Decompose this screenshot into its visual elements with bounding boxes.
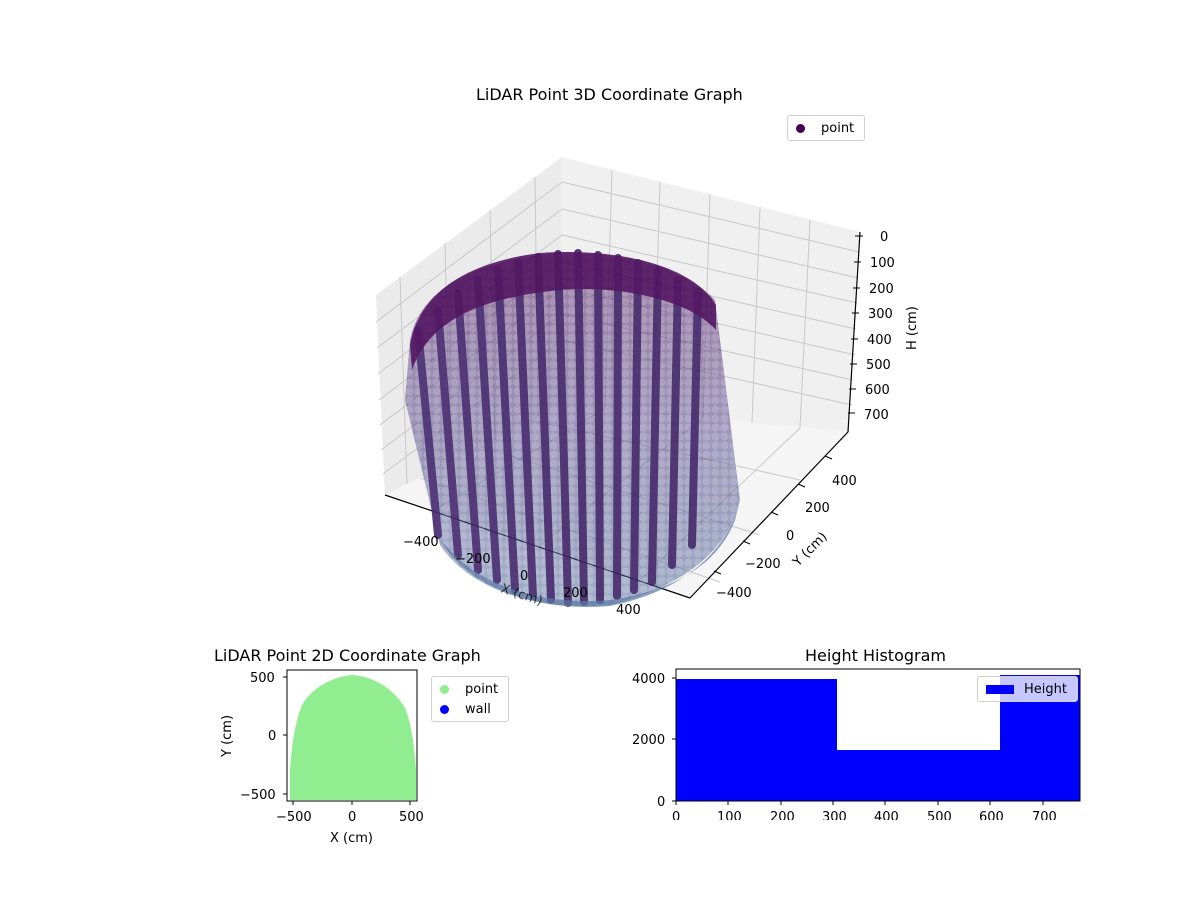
y-tick: 0 xyxy=(786,529,794,544)
z-tick: 300 xyxy=(868,307,893,322)
y-tick: −200 xyxy=(745,557,781,572)
svg-text:4000: 4000 xyxy=(632,672,665,687)
z-tick: 600 xyxy=(865,383,890,398)
y-tick: 400 xyxy=(832,474,857,489)
chart-2d-canvas: −500 0 500 500 0 −500 X (cm) Y (cm) xyxy=(220,669,424,846)
y-tick: 0 xyxy=(268,729,276,744)
point-scatter-area xyxy=(290,675,416,800)
chart-2d-title: LiDAR Point 2D Coordinate Graph xyxy=(214,646,481,665)
y-axis-label: Y (cm) xyxy=(790,530,831,571)
y-tick: −400 xyxy=(716,586,752,601)
legend-wall-label: wall xyxy=(465,701,491,717)
svg-text:100: 100 xyxy=(717,810,742,820)
svg-text:0: 0 xyxy=(672,810,680,820)
legend-histogram: Height xyxy=(977,676,1078,702)
x-tick: 500 xyxy=(399,810,424,825)
svg-text:700: 700 xyxy=(1032,810,1057,820)
x-tick: 0 xyxy=(348,810,356,825)
svg-text:500: 500 xyxy=(927,810,952,820)
z-tick: 400 xyxy=(867,333,892,348)
y-tick: 200 xyxy=(805,501,830,516)
x-tick: 200 xyxy=(563,586,588,601)
x-tick: −200 xyxy=(455,552,491,567)
svg-text:0: 0 xyxy=(657,795,665,810)
z-tick: 500 xyxy=(866,358,891,373)
legend-point-label: point xyxy=(465,681,499,697)
legend-2d: point wall xyxy=(431,676,510,722)
y-axis-line xyxy=(689,431,849,599)
histogram-title: Height Histogram xyxy=(805,646,946,665)
y-tick: 500 xyxy=(250,671,275,686)
y-tick: −500 xyxy=(240,788,276,803)
legend-point-icon xyxy=(796,123,805,133)
histogram-bar xyxy=(837,750,1000,801)
svg-text:400: 400 xyxy=(874,810,899,820)
chart-3d-title: LiDAR Point 3D Coordinate Graph xyxy=(476,85,743,104)
z-axis-line xyxy=(847,231,861,433)
x-tick: −400 xyxy=(403,535,439,550)
z-tick: 200 xyxy=(869,282,894,297)
z-axis-label: H (cm) xyxy=(905,306,920,350)
x-tick: 0 xyxy=(520,569,528,584)
svg-text:600: 600 xyxy=(979,810,1004,820)
point-cloud xyxy=(405,249,740,607)
svg-text:200: 200 xyxy=(770,810,795,820)
x-axis-label: X (cm) xyxy=(330,831,373,846)
histogram-bar xyxy=(676,679,837,801)
z-tick: 0 xyxy=(880,230,888,245)
y-axis-label: Y (cm) xyxy=(220,715,235,758)
legend-point-icon xyxy=(440,684,449,694)
svg-text:300: 300 xyxy=(822,810,847,820)
legend-3d: point xyxy=(787,115,866,141)
legend-point-label: point xyxy=(821,120,855,136)
x-tick: 400 xyxy=(616,603,641,618)
legend-wall-icon xyxy=(440,704,449,714)
legend-height-icon xyxy=(986,684,1014,694)
histogram-canvas: 0 100 200 300 400 500 600 700 4000 2000 … xyxy=(632,668,1081,820)
z-tick: 700 xyxy=(864,408,889,423)
z-tick: 100 xyxy=(870,256,895,271)
svg-text:2000: 2000 xyxy=(632,733,665,748)
x-tick: −500 xyxy=(276,810,312,825)
chart-3d-canvas: 0 100 200 300 400 500 600 700 400 200 0 … xyxy=(375,157,920,618)
legend-height-label: Height xyxy=(1024,681,1067,697)
